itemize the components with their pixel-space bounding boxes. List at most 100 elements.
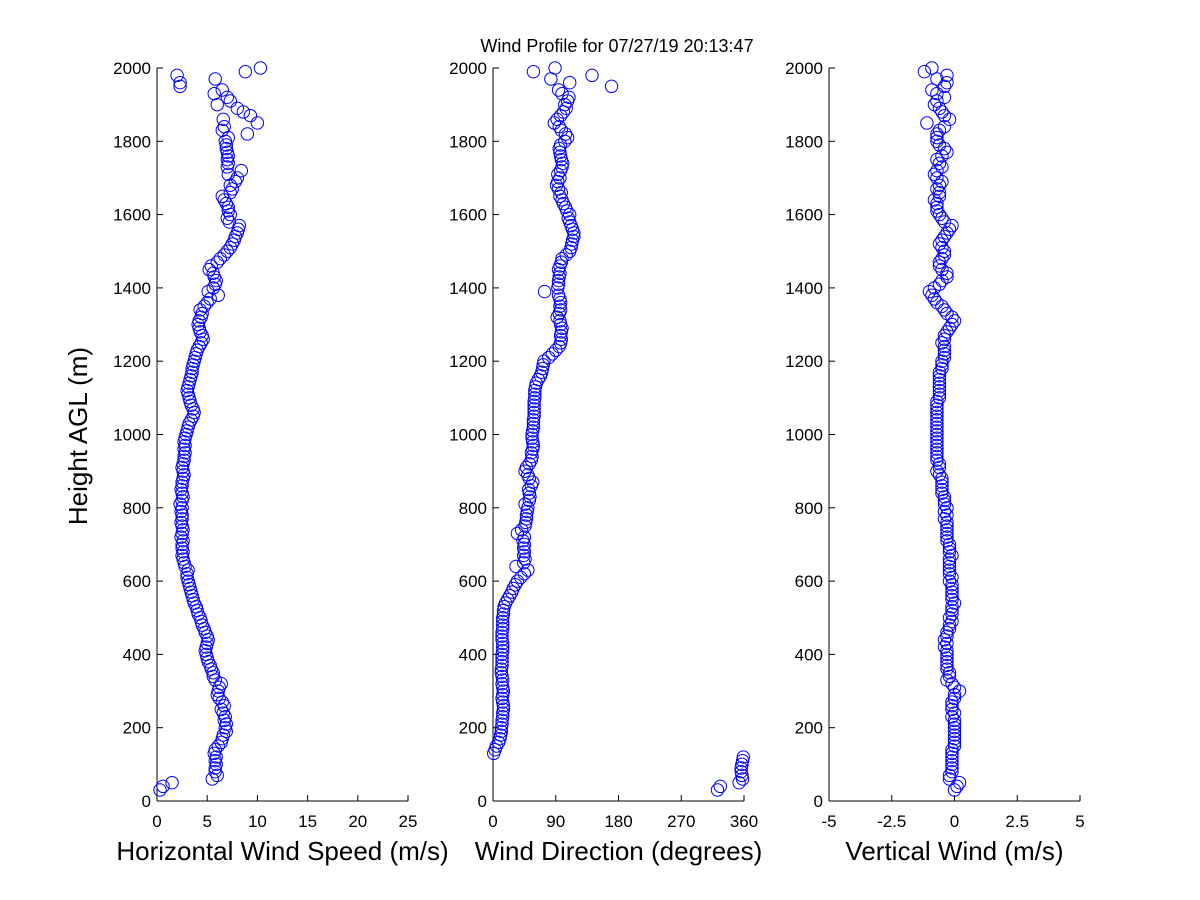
data-point — [223, 178, 237, 192]
data-point — [211, 288, 225, 302]
data-point — [216, 706, 230, 720]
data-point — [496, 607, 511, 621]
data-point — [932, 138, 947, 152]
data-point — [220, 211, 234, 225]
data-point — [495, 655, 509, 669]
data-point — [562, 207, 577, 222]
data-point — [220, 90, 234, 105]
y-tick-label: 0 — [142, 792, 151, 811]
subplot-2: 0 200 400 600 800 1000 1200 1400 1600 1800 2000 0 90… — [449, 59, 762, 866]
data-point — [942, 552, 957, 566]
y-tick-label: 1400 — [785, 279, 823, 298]
y-tick-label: 400 — [123, 645, 151, 664]
data-point — [940, 662, 954, 676]
data-point — [942, 545, 957, 559]
data-point — [932, 123, 947, 138]
data-point — [494, 666, 509, 680]
data-point — [517, 530, 532, 544]
data-point — [945, 742, 959, 757]
y-tick-label: 0 — [814, 792, 823, 811]
y-tick-label: 800 — [459, 499, 487, 518]
data-point — [937, 493, 952, 508]
data-point — [930, 442, 944, 456]
data-point — [528, 387, 542, 401]
data-point — [526, 475, 540, 489]
data-point — [937, 79, 952, 94]
data-point — [525, 431, 539, 445]
data-point — [940, 530, 954, 544]
data-point — [932, 391, 947, 405]
data-point — [212, 680, 226, 695]
data-point — [930, 427, 944, 442]
data-point — [173, 79, 187, 94]
data-point — [930, 130, 944, 145]
data-point — [935, 486, 949, 500]
data-point — [940, 325, 954, 339]
data-point — [940, 145, 954, 159]
data-point — [521, 468, 535, 482]
data-point — [542, 350, 556, 365]
data-point — [930, 196, 944, 211]
data-point — [551, 174, 565, 189]
data-point — [549, 343, 563, 357]
data-point — [527, 398, 541, 412]
y-tick-label: 1200 — [449, 352, 487, 371]
data-point — [210, 255, 224, 269]
data-point — [529, 376, 543, 390]
data-point — [545, 347, 559, 361]
data-point — [207, 86, 221, 101]
data-point — [526, 416, 541, 431]
data-point — [945, 753, 959, 768]
y-tick-label: 1200 — [785, 352, 823, 371]
data-point — [947, 783, 962, 797]
y-tick-label: 1000 — [449, 426, 487, 445]
data-point — [935, 358, 949, 372]
data-point — [175, 541, 189, 555]
data-point — [947, 739, 962, 753]
data-point — [201, 284, 215, 299]
data-point — [935, 233, 949, 247]
data-point — [519, 460, 534, 475]
data-point — [940, 515, 954, 530]
data-point — [935, 160, 949, 174]
data-point — [937, 640, 952, 654]
x-tick-label: 0 — [152, 812, 161, 831]
data-point — [940, 501, 954, 515]
data-point — [947, 706, 962, 720]
data-point — [203, 292, 217, 306]
data-point — [935, 482, 949, 497]
data-point — [932, 255, 947, 269]
data-point — [193, 303, 207, 317]
data-point — [194, 336, 208, 350]
data-point — [930, 134, 944, 149]
data-point — [221, 167, 235, 181]
data-point — [940, 226, 954, 240]
data-point — [932, 383, 947, 398]
data-point — [945, 218, 959, 233]
y-tick-label: 200 — [795, 719, 823, 738]
data-point — [937, 215, 952, 229]
data-point — [932, 387, 947, 401]
data-point — [558, 97, 572, 112]
data-point — [945, 570, 959, 585]
y-tick-label: 1000 — [785, 426, 823, 445]
data-point — [940, 673, 954, 687]
data-point — [930, 398, 944, 412]
data-point — [940, 644, 954, 658]
data-point — [498, 596, 513, 610]
data-point — [942, 772, 957, 786]
data-point — [930, 127, 944, 141]
data-point — [153, 783, 167, 797]
y-tick-label: 800 — [123, 499, 151, 518]
data-point — [177, 453, 191, 467]
data-point — [514, 523, 529, 537]
data-point — [521, 501, 535, 515]
data-point — [527, 405, 541, 420]
y-tick-label: 1400 — [113, 279, 151, 298]
data-point — [945, 750, 959, 764]
data-point — [942, 222, 957, 236]
data-point — [942, 618, 957, 632]
data-point — [937, 108, 952, 123]
y-tick-label: 0 — [478, 792, 487, 811]
data-point — [930, 449, 944, 464]
